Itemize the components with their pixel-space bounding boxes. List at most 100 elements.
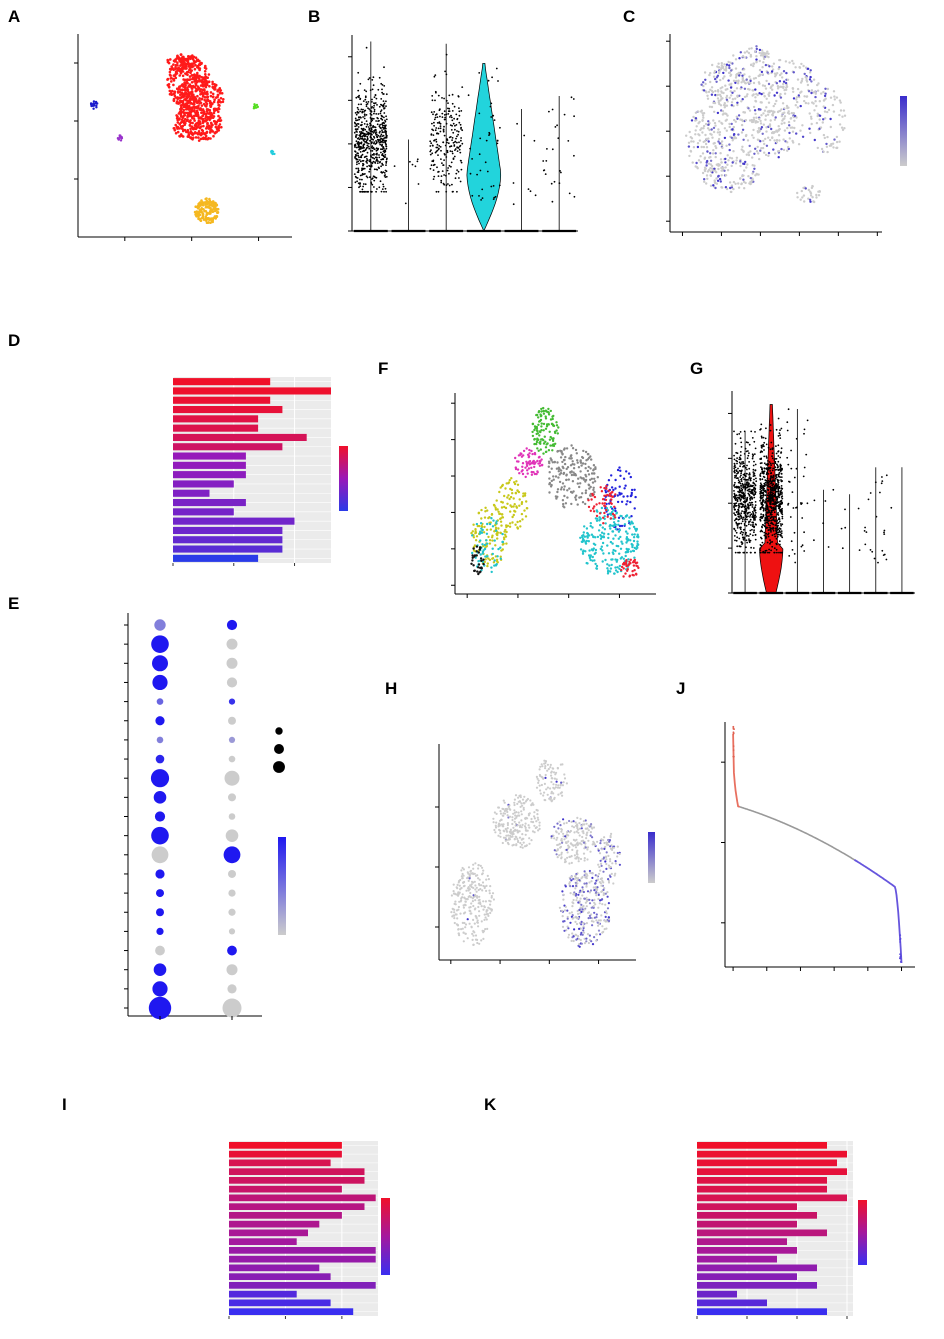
- malignant-cell-point: [179, 133, 183, 136]
- tam-cell-point: [761, 52, 764, 55]
- dot-neg-3: [226, 677, 238, 688]
- malignant-cell-point: [183, 66, 186, 70]
- state-point-ac: [482, 549, 485, 552]
- tam-cell-point: [775, 82, 779, 85]
- malignant-cell-point: [182, 108, 185, 112]
- state-point-ac: [493, 559, 496, 562]
- violin-point: [745, 546, 747, 549]
- violin-point: [430, 164, 433, 167]
- size-legend-dot: [275, 727, 283, 735]
- malignant-cell-point: [198, 90, 202, 93]
- state-point-npc2: [535, 425, 538, 429]
- violin-point: [448, 184, 451, 187]
- tam-point: [202, 218, 206, 221]
- tam-cell-point: [709, 184, 713, 187]
- tam-cell-point: [758, 48, 762, 52]
- tam-cell-point: [705, 161, 708, 164]
- violin-point: [439, 130, 442, 133]
- tam-cell-point: [803, 72, 806, 76]
- state-point-na: [570, 454, 573, 457]
- state-point-ac: [580, 540, 584, 543]
- tam-cell-point: [731, 91, 734, 95]
- tam-cell-point: [796, 106, 799, 109]
- malignant-cell-point: [204, 85, 208, 89]
- tam-point: [197, 217, 200, 221]
- tam-cell-point: [759, 140, 762, 143]
- violin-point: [751, 485, 753, 488]
- tam-cell-point: [838, 113, 841, 117]
- violin-point: [740, 522, 743, 525]
- violin-point: [372, 107, 375, 109]
- state-point-mes1: [601, 498, 605, 501]
- tam-cell-point: [780, 72, 783, 75]
- state-point-ac: [582, 531, 585, 534]
- tam-cell-point: [740, 148, 743, 151]
- tam-cell-point: [755, 116, 758, 119]
- state-point-mes1: [592, 510, 596, 513]
- state-point-ac: [630, 520, 633, 523]
- tam-cell-point: [752, 118, 756, 122]
- violin-point: [444, 116, 446, 119]
- state-point-na: [574, 498, 578, 501]
- tam-cell-point: [701, 119, 704, 123]
- malignant-cell-point: [181, 135, 185, 138]
- violin-point: [740, 446, 743, 448]
- violin-point: [750, 546, 752, 549]
- tam-cell-point: [702, 127, 705, 130]
- tam-cell-point: [772, 104, 775, 108]
- tam-cell-point: [810, 186, 814, 190]
- violin-point: [748, 443, 751, 446]
- state-point-opc: [520, 455, 524, 458]
- state-point-ac: [607, 552, 611, 555]
- malignant-cell-point: [169, 68, 173, 71]
- tam-cell-point: [702, 145, 706, 149]
- panel-label-a: A: [8, 7, 20, 26]
- violin-point: [373, 186, 375, 188]
- violin-point: [450, 165, 452, 168]
- violin-point: [491, 76, 493, 79]
- tam-cell-point: [777, 110, 780, 113]
- tam-cell-point: [692, 140, 695, 143]
- state-point-na: [592, 486, 595, 489]
- violin-point: [499, 126, 501, 129]
- violin-point: [493, 196, 496, 199]
- state-point-npc2: [544, 450, 548, 454]
- malignant-cell-point: [166, 77, 170, 81]
- malignant-cell-point: [196, 106, 199, 110]
- violin-point: [442, 141, 444, 144]
- state-point-mes2: [629, 500, 632, 504]
- tam-cell-point: [691, 161, 694, 164]
- violin-point: [739, 465, 741, 468]
- state-point-ac: [475, 522, 479, 526]
- tam-cell-point: [833, 98, 836, 101]
- tam-cell-point: [735, 87, 739, 90]
- state-point-ac: [486, 542, 489, 545]
- state-point-opc: [528, 448, 531, 452]
- state-point-na: [589, 467, 592, 470]
- state-point-ac: [596, 535, 600, 539]
- state-point-npc2: [535, 429, 539, 432]
- tam-cell-point: [797, 143, 801, 146]
- violin-point: [451, 102, 454, 105]
- malignant-cell-point: [191, 56, 194, 60]
- tam-cell-point: [785, 85, 789, 89]
- tam-cell-point: [737, 114, 741, 117]
- violin-point: [738, 505, 741, 508]
- state-point-npc1: [503, 494, 506, 498]
- violin-point: [745, 472, 748, 475]
- violin-point: [362, 164, 364, 167]
- violin-point: [457, 130, 460, 133]
- state-point-na: [587, 483, 590, 486]
- tam-cell-point: [742, 178, 745, 181]
- malignant-cell-point: [169, 92, 173, 96]
- state-point-na: [594, 466, 597, 469]
- state-point-ac: [589, 522, 592, 525]
- tam-cell-point: [754, 50, 757, 53]
- violin-point: [431, 122, 433, 125]
- state-point-ac: [615, 512, 618, 515]
- violin-point: [734, 496, 737, 499]
- malignant-cell-point: [197, 63, 201, 66]
- state-point-mes2: [626, 495, 629, 498]
- violin-point: [377, 120, 379, 122]
- tam-cell-point: [744, 56, 747, 59]
